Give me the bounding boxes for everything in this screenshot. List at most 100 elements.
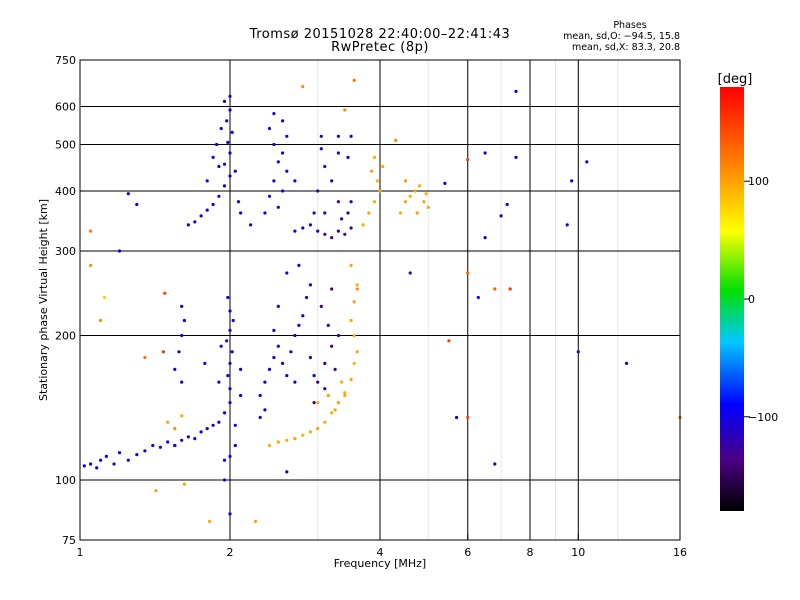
data-point	[340, 380, 344, 384]
data-point	[346, 155, 350, 159]
data-point	[361, 223, 365, 227]
data-point	[217, 164, 221, 169]
data-point	[505, 202, 509, 207]
x-tick-label: 4	[377, 546, 384, 559]
data-point	[222, 162, 227, 166]
data-point	[82, 464, 86, 468]
chart-subtitle: RwPretec (8p)	[331, 40, 429, 55]
data-point	[301, 314, 305, 318]
y-tick-label: 600	[55, 101, 76, 114]
data-point	[276, 304, 280, 308]
data-point	[417, 184, 422, 188]
data-point	[263, 408, 267, 412]
data-point	[476, 295, 480, 300]
data-point	[319, 147, 323, 151]
phase-stats: Phases mean, sd,O: −94.5, 15.8 mean, sd,…	[560, 20, 680, 53]
data-point	[293, 437, 297, 441]
data-point	[293, 333, 297, 338]
data-point	[349, 226, 353, 230]
data-point	[217, 380, 221, 384]
data-point	[211, 155, 215, 159]
data-point	[99, 458, 103, 462]
data-point	[424, 192, 428, 196]
data-point	[166, 440, 170, 444]
colorbar-ticks: 100 0 −100	[744, 175, 778, 424]
data-point	[177, 350, 181, 354]
data-point	[281, 361, 285, 365]
data-point	[89, 462, 93, 466]
data-point	[403, 179, 408, 183]
data-point	[233, 443, 237, 448]
y-tick-label: 500	[55, 139, 76, 152]
y-tick-label: 75	[62, 534, 76, 547]
data-point	[205, 179, 209, 183]
data-point	[301, 433, 305, 437]
data-point	[285, 374, 289, 378]
data-point	[336, 229, 340, 233]
data-point	[312, 211, 316, 215]
x-axis-label: Frequency [MHz]	[334, 557, 426, 570]
data-point	[336, 333, 340, 338]
data-point	[233, 423, 237, 427]
data-point	[336, 151, 340, 155]
data-point	[343, 108, 347, 112]
data-point	[293, 179, 297, 183]
data-point	[173, 443, 177, 448]
data-point	[508, 287, 512, 291]
data-point	[514, 89, 518, 93]
data-point	[370, 169, 374, 173]
data-point	[285, 169, 289, 173]
stats-o-mode: mean, sd,O: −94.5, 15.8	[563, 31, 680, 42]
data-point	[219, 126, 223, 131]
data-point	[375, 179, 379, 183]
y-tick-label: 750	[55, 54, 76, 67]
data-point	[222, 458, 227, 462]
data-point	[163, 291, 167, 295]
data-point	[228, 454, 232, 458]
colorbar-tick-label: 100	[748, 175, 769, 188]
data-point	[193, 220, 197, 224]
data-point	[493, 287, 497, 291]
data-point	[372, 200, 377, 204]
data-point	[330, 236, 334, 240]
data-point	[285, 438, 289, 442]
data-point	[205, 208, 209, 212]
data-point	[281, 151, 285, 155]
data-point	[272, 328, 276, 332]
data-point	[99, 318, 103, 323]
data-point	[272, 355, 276, 360]
data-point	[413, 189, 417, 193]
data-point	[89, 229, 93, 233]
data-point	[199, 430, 203, 434]
data-point	[466, 158, 470, 162]
y-tick-label: 400	[55, 185, 76, 198]
colorbar-tick-label: 0	[748, 293, 755, 306]
data-point	[249, 223, 253, 227]
data-point	[228, 151, 232, 155]
data-point	[336, 200, 340, 204]
data-point	[258, 415, 262, 420]
data-point	[226, 295, 230, 300]
data-point	[305, 295, 309, 300]
data-point	[230, 350, 234, 354]
y-axis-ticks: 75 100 200 300 400 500 600 750	[55, 54, 86, 547]
data-point	[352, 300, 356, 304]
data-point	[336, 134, 340, 138]
data-point	[228, 512, 232, 516]
colorbar	[720, 87, 744, 511]
colorbar-tick-label: −100	[748, 411, 778, 424]
data-point	[276, 205, 280, 209]
data-point	[323, 420, 327, 424]
data-point	[312, 401, 316, 405]
data-point	[228, 309, 232, 313]
data-point	[349, 318, 353, 323]
data-point	[166, 420, 170, 424]
data-point	[349, 200, 353, 204]
data-point	[161, 350, 165, 354]
data-point	[173, 427, 177, 431]
x-tick-label: 16	[673, 546, 687, 559]
data-point	[203, 361, 207, 365]
data-point	[222, 99, 227, 103]
data-point	[293, 229, 297, 233]
data-point	[285, 271, 289, 275]
